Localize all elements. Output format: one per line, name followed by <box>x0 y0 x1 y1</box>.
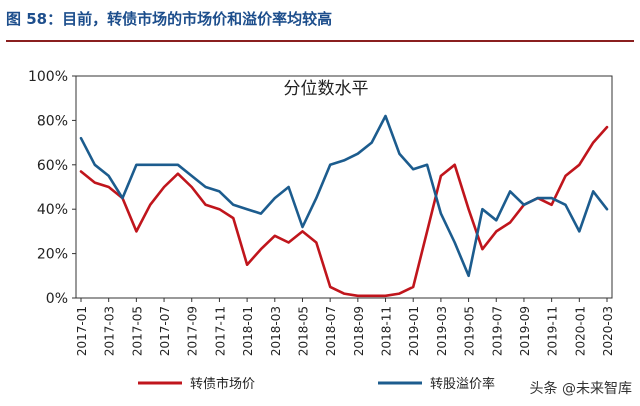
x-tick-label: 2017-03 <box>103 306 117 356</box>
x-tick-label: 2020-03 <box>601 306 615 356</box>
y-tick-label: 20% <box>37 247 68 263</box>
x-tick-label: 2017-07 <box>158 306 172 356</box>
x-tick-label: 2019-05 <box>463 306 477 356</box>
figure-title: 图 58：目前，转债市场的市场价和溢价率均较高 <box>6 10 333 28</box>
series-line-1 <box>79 125 609 298</box>
series-line-2 <box>79 114 609 278</box>
y-tick-label: 100% <box>28 69 68 85</box>
legend-label-2: 转股溢价率 <box>430 376 495 392</box>
series-layer <box>79 114 609 298</box>
x-tick-label: 2017-11 <box>213 306 227 356</box>
axes-layer: 0% 20% 40% 60% 80% 100% 2017-01 2017-03 2017-05 2… <box>28 69 615 356</box>
x-tick-label: 2019-09 <box>518 306 532 356</box>
x-tick-label: 2017-09 <box>186 306 200 356</box>
x-tick-label: 2017-05 <box>130 306 144 356</box>
x-tick-label: 2019-07 <box>490 306 504 356</box>
chart-legend: 转债市场价 转股溢价率 <box>138 376 495 392</box>
chart-title: 分位数水平 <box>284 79 369 99</box>
y-tick-label: 80% <box>37 113 68 129</box>
plot-frame <box>75 75 613 299</box>
x-tick-label: 2020-01 <box>573 306 587 356</box>
title-rule <box>6 40 634 42</box>
y-tick-label: 40% <box>37 202 68 218</box>
x-tick-label: 2018-01 <box>241 306 255 356</box>
x-tick-label: 2018-07 <box>324 306 338 356</box>
x-tick-label: 2019-03 <box>435 306 449 356</box>
x-tick-label: 2018-09 <box>352 306 366 356</box>
x-tick-label: 2019-01 <box>407 306 421 356</box>
y-tick-label: 60% <box>37 158 68 174</box>
x-tick-label: 2019-11 <box>546 306 560 356</box>
x-tick-label: 2018-05 <box>296 306 310 356</box>
x-tick-label: 2017-01 <box>75 306 89 356</box>
watermark: 头条 @未来智库 <box>529 381 632 397</box>
legend-label-1: 转债市场价 <box>190 376 255 392</box>
x-tick-label: 2018-03 <box>269 306 283 356</box>
x-tick-label: 2018-11 <box>380 306 394 356</box>
y-tick-label: 0% <box>46 291 68 307</box>
